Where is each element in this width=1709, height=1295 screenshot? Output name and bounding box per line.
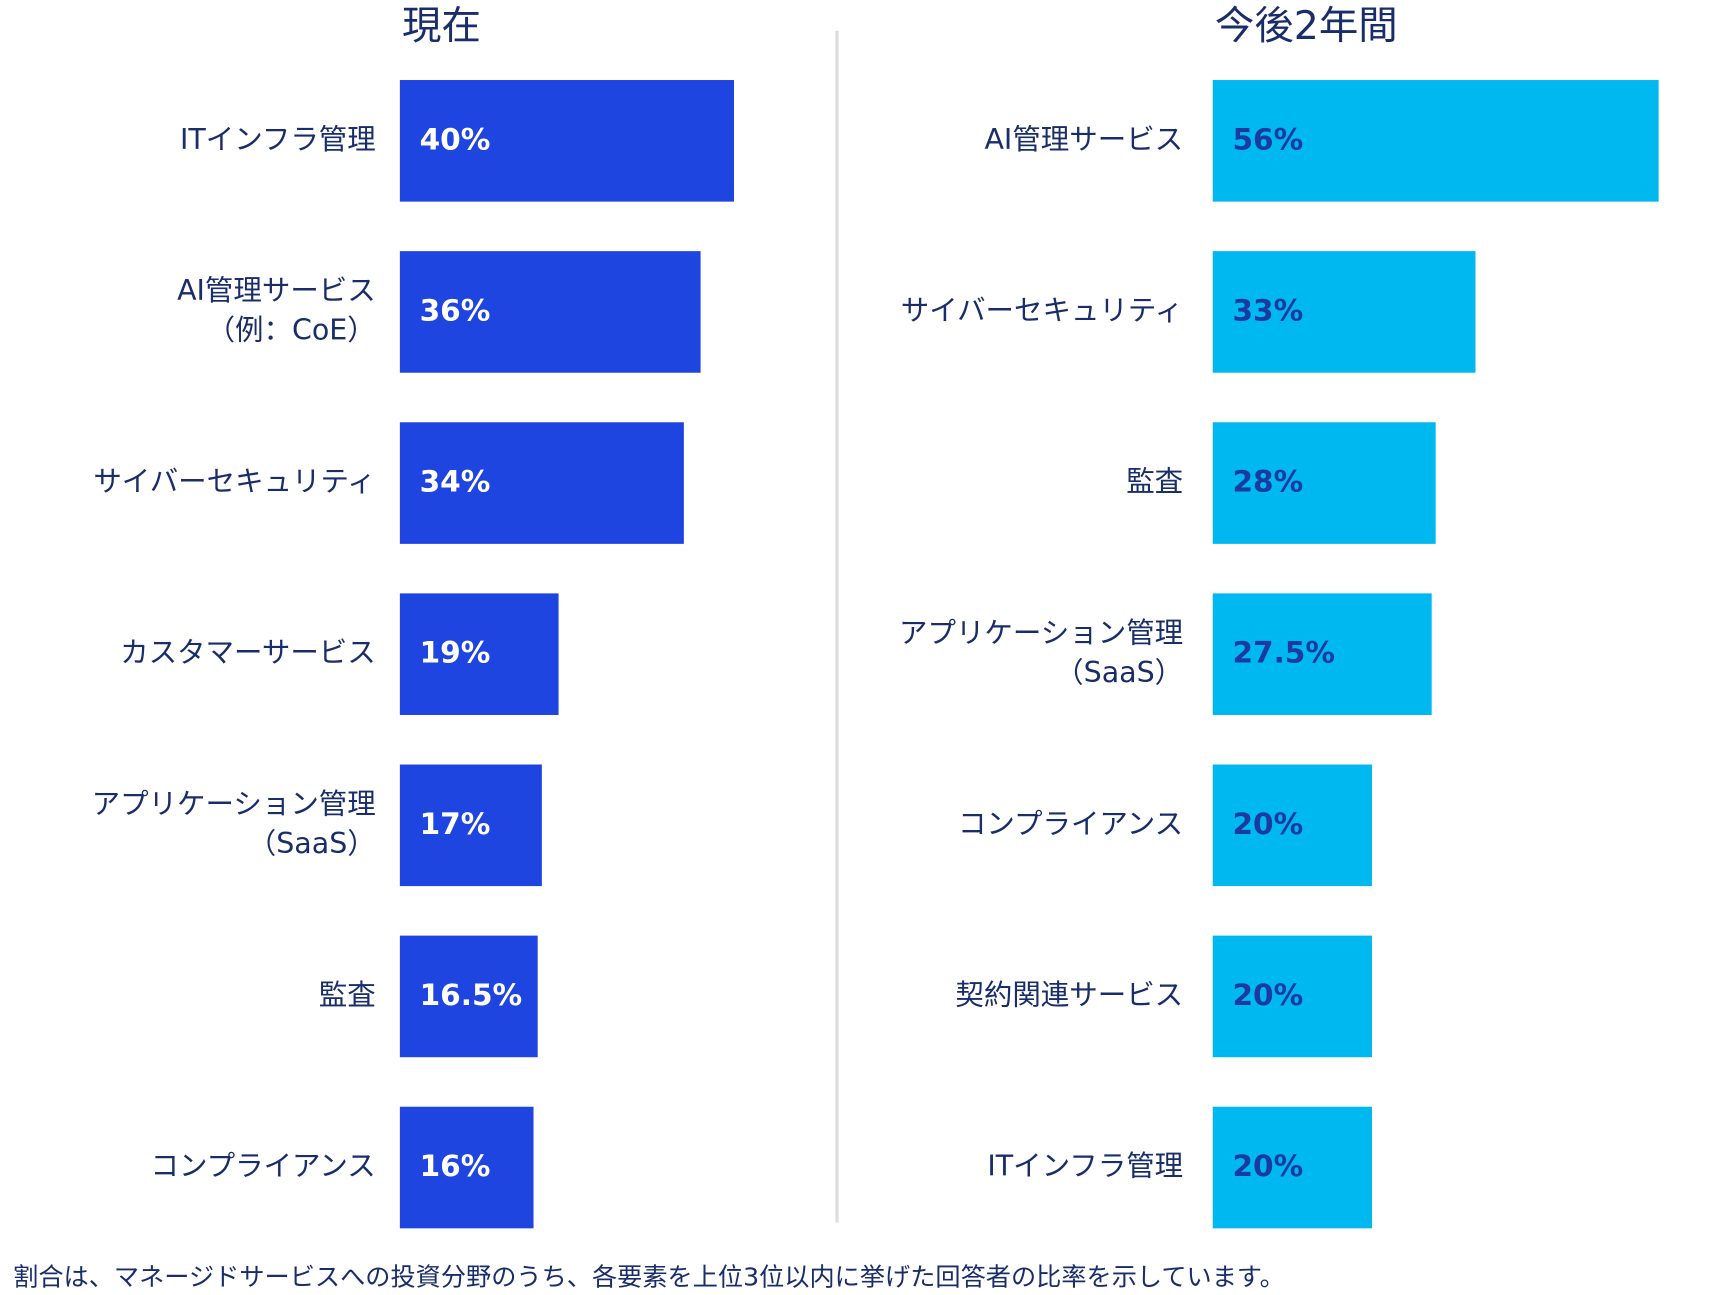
category-label: アプリケーション管理（SaaS） (92, 788, 376, 860)
bar (1212, 422, 1436, 544)
bar (399, 1106, 534, 1229)
value-label: 28% (1232, 465, 1303, 499)
category-label: サイバーセキュリティ (901, 294, 1183, 327)
bar (1212, 764, 1372, 887)
category-label: コンプライアンス (958, 807, 1183, 840)
category-label: 監査 (1126, 465, 1183, 498)
category-label: AI管理サービス（例：CoE） (177, 274, 376, 346)
value-label: 27.5% (1232, 636, 1335, 670)
category-label: コンプライアンス (151, 1150, 376, 1183)
value-label: 16% (420, 1149, 491, 1183)
bar (399, 935, 538, 1058)
category-label: 契約関連サービス (955, 978, 1183, 1011)
panel-title: 今後2年間 (1215, 3, 1398, 49)
category-label: 監査 (319, 978, 376, 1011)
value-label: 20% (1232, 807, 1303, 841)
value-label: 56% (1232, 122, 1303, 156)
bar (399, 764, 542, 887)
value-label: 36% (420, 293, 491, 327)
value-label: 17% (420, 807, 491, 841)
category-label: カスタマーサービス (120, 636, 376, 669)
bar (399, 80, 734, 202)
bar (399, 251, 701, 373)
bar (399, 593, 559, 715)
category-label: ITインフラ管理 (180, 123, 376, 156)
bar (1212, 935, 1372, 1058)
value-label: 16.5% (420, 978, 523, 1012)
category-label: アプリケーション管理（SaaS） (899, 616, 1183, 688)
bar (399, 422, 684, 544)
value-label: 20% (1232, 978, 1303, 1012)
footnote: 割合は、マネージドサービスへの投資分野のうち、各要素を上位3位以内に挙げた回答者… (13, 1263, 1285, 1292)
bar (1212, 593, 1432, 715)
value-label: 20% (1232, 1149, 1303, 1183)
category-label: ITインフラ管理 (987, 1150, 1183, 1183)
bar (1212, 1106, 1372, 1229)
value-label: 40% (420, 122, 491, 156)
value-label: 33% (1232, 293, 1303, 327)
bar (1212, 251, 1476, 373)
category-label: サイバーセキュリティ (93, 465, 375, 498)
value-label: 19% (420, 636, 491, 670)
panel-title: 現在 (402, 3, 481, 49)
category-label: AI管理サービス (984, 123, 1183, 156)
bar (1212, 80, 1659, 202)
value-label: 34% (420, 465, 491, 499)
